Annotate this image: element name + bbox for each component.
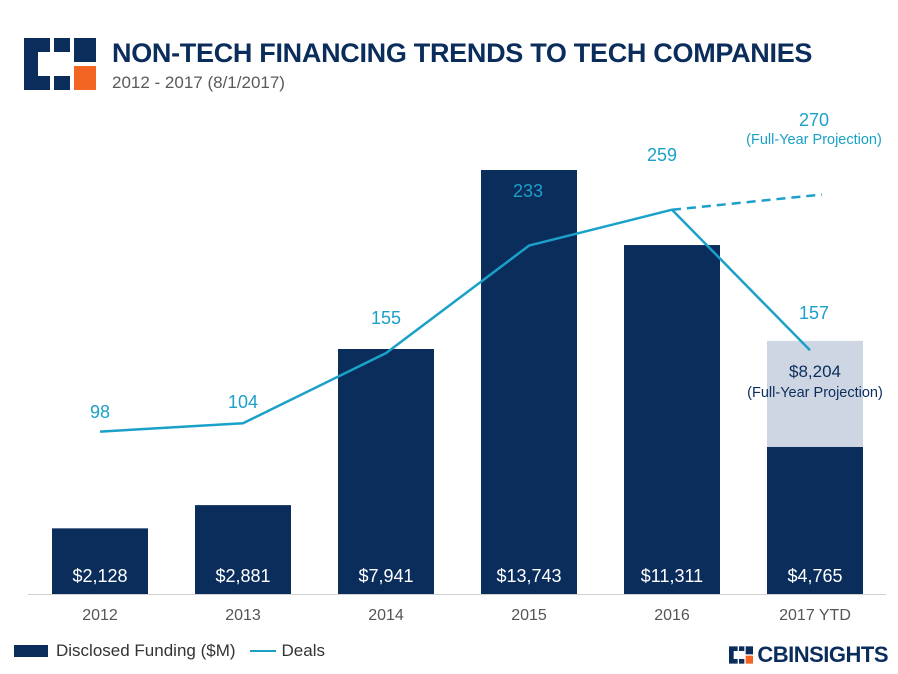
cb-insights-brand-icon	[729, 646, 754, 664]
cb-insights-logo-icon	[24, 38, 96, 90]
legend-funding-swatch	[14, 645, 48, 657]
bar-value-label: $2,128	[72, 566, 127, 586]
deals-value-label: 155	[371, 308, 401, 328]
bar-funding-2017-ytd	[767, 446, 863, 594]
projection-funding-value: $8,204	[789, 362, 841, 381]
bar-value-label: $13,743	[496, 566, 561, 586]
bar-value-label: $2,881	[215, 566, 270, 586]
brand-footer: CBINSIGHTS	[729, 641, 888, 669]
deals-value-label: 98	[90, 402, 110, 422]
deals-value-label: 157	[799, 303, 829, 323]
bar-funding-2013	[195, 505, 291, 594]
deals-value-label: 233	[513, 181, 543, 201]
deals-line	[99, 208, 811, 433]
x-tick-label: 2013	[225, 607, 261, 624]
legend-deals-swatch	[249, 650, 276, 652]
brand-name: CBINSIGHTS	[757, 642, 888, 667]
bar-funding-2014	[338, 349, 434, 594]
projection-funding-note: (Full-Year Projection)	[747, 385, 883, 401]
legend-deals-label: Deals	[281, 641, 325, 660]
bar-funding-2012	[52, 528, 148, 594]
bar-funding-2016	[624, 245, 720, 595]
chart-subtitle: 2012 - 2017 (8/1/2017)	[112, 73, 285, 92]
legend-funding-label: Disclosed Funding ($M)	[56, 641, 236, 660]
chart-title: NON-TECH FINANCING TRENDS TO TECH COMPAN…	[112, 38, 813, 68]
deals-value-label: 259	[647, 145, 677, 165]
x-tick-label: 2016	[654, 607, 690, 624]
legend: Disclosed Funding ($M) Deals	[14, 641, 325, 661]
bar-value-label: $11,311	[641, 566, 703, 586]
x-tick-label: 2012	[82, 607, 118, 624]
projection-deals-value: 270	[799, 110, 829, 130]
deals-projection-line	[671, 193, 823, 211]
bar-value-label: $4,765	[787, 566, 842, 586]
bar-value-label: $7,941	[358, 566, 413, 586]
x-tick-label: 2017 YTD	[779, 607, 851, 624]
x-tick-label: 2015	[511, 607, 547, 624]
bar-funding-2015	[481, 170, 577, 594]
x-tick-label: 2014	[368, 607, 404, 624]
deals-value-label: 104	[228, 392, 258, 412]
projection-deals-note: (Full-Year Projection)	[746, 132, 882, 148]
